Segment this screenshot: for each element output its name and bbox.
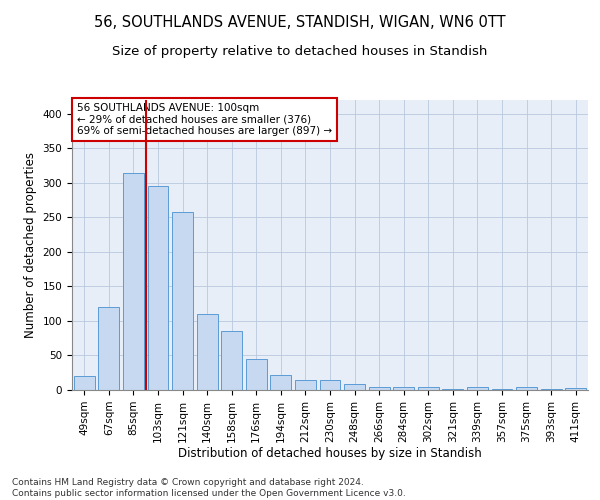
Bar [74,376,95,390]
Bar [393,387,414,390]
Bar [197,314,218,390]
Bar [442,388,463,390]
Bar [271,375,292,390]
Text: Size of property relative to detached houses in Standish: Size of property relative to detached ho… [112,45,488,58]
Bar [565,388,586,390]
Text: Contains HM Land Registry data © Crown copyright and database right 2024.
Contai: Contains HM Land Registry data © Crown c… [12,478,406,498]
X-axis label: Distribution of detached houses by size in Standish: Distribution of detached houses by size … [178,448,482,460]
Bar [123,172,144,390]
Text: 56, SOUTHLANDS AVENUE, STANDISH, WIGAN, WN6 0TT: 56, SOUTHLANDS AVENUE, STANDISH, WIGAN, … [94,15,506,30]
Bar [491,388,512,390]
Y-axis label: Number of detached properties: Number of detached properties [24,152,37,338]
Bar [246,359,267,390]
Bar [368,386,389,390]
Bar [320,380,340,390]
Bar [418,387,439,390]
Bar [295,380,316,390]
Text: 56 SOUTHLANDS AVENUE: 100sqm
← 29% of detached houses are smaller (376)
69% of s: 56 SOUTHLANDS AVENUE: 100sqm ← 29% of de… [77,103,332,136]
Bar [98,307,119,390]
Bar [172,212,193,390]
Bar [516,387,537,390]
Bar [148,186,169,390]
Bar [467,387,488,390]
Bar [344,384,365,390]
Bar [221,332,242,390]
